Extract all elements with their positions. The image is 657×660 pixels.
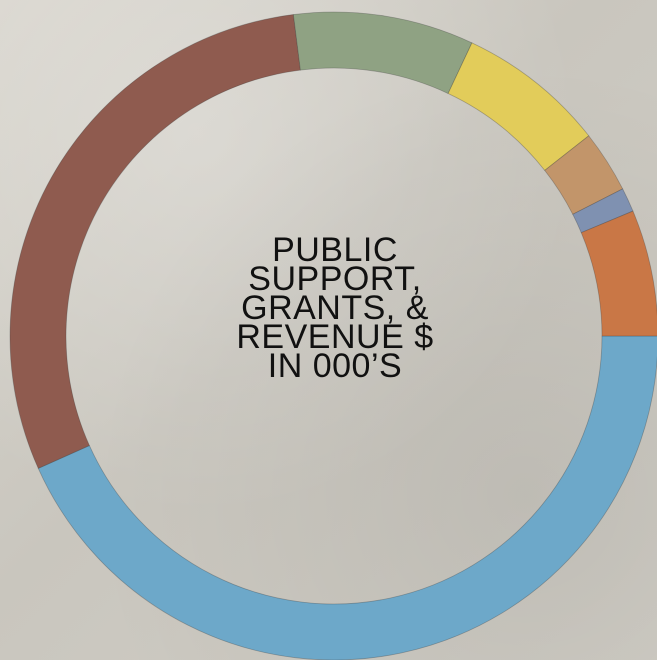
donut-slices [9,11,657,660]
chart-title: PUBLIC SUPPORT, GRANTS, & REVENUE $ IN 0… [236,231,434,385]
donut-slice-2 [9,14,301,469]
donut-slice-1 [37,335,657,660]
donut-slice-6 [572,188,634,234]
donut-slice-4 [447,42,590,171]
donut-slice-3 [292,11,473,95]
donut-slice-7 [580,210,657,337]
